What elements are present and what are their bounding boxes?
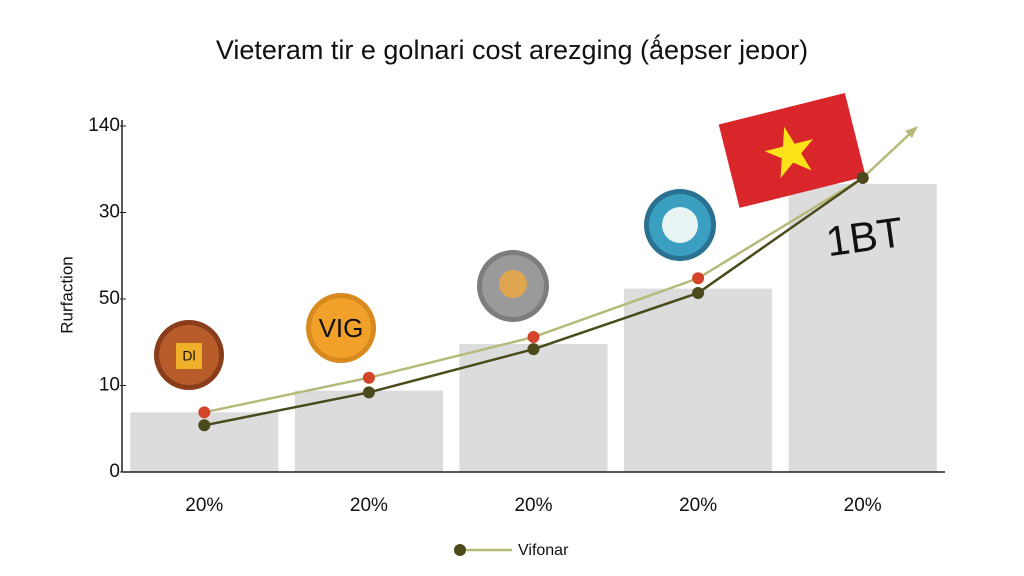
x-tick-label: 20% <box>514 495 552 516</box>
x-tick-label: 20% <box>844 495 882 516</box>
y-tick-label: 30 <box>99 202 120 223</box>
y-tick-label: 50 <box>99 288 120 309</box>
arrow-head <box>905 126 918 138</box>
flag-star <box>764 126 814 179</box>
x-tick-label: 20% <box>679 495 717 516</box>
y-tick-label: 140 <box>88 115 120 136</box>
icon-label: VIG <box>319 313 364 343</box>
icon-glyph <box>176 343 202 369</box>
bar <box>459 343 608 472</box>
icon-glyph <box>662 207 698 243</box>
bar <box>788 183 937 472</box>
legend-label: Vifonar <box>518 542 569 559</box>
point <box>362 386 375 399</box>
arrow-shaft <box>861 127 917 179</box>
point <box>527 331 540 344</box>
legend-marker <box>454 544 466 556</box>
bar <box>624 288 773 472</box>
flag <box>718 93 866 208</box>
point <box>198 406 211 419</box>
y-axis-label: Rurfaction <box>57 256 76 333</box>
bar <box>294 390 443 472</box>
y-tick-label: 0 <box>109 461 120 482</box>
point <box>692 286 705 299</box>
point <box>856 171 869 184</box>
icon-inner <box>311 298 371 358</box>
point <box>527 343 540 356</box>
point <box>198 419 211 432</box>
icon-label: Dl <box>182 348 195 364</box>
point <box>692 272 705 285</box>
chart-title: Vieteram tir e golnari cost arezging (ǻe… <box>216 33 808 65</box>
icon-glyph <box>499 270 527 298</box>
x-tick-label: 20% <box>185 495 223 516</box>
y-tick-label: 10 <box>99 375 120 396</box>
annotation: 1BT <box>823 208 906 265</box>
point <box>362 371 375 384</box>
x-tick-label: 20% <box>350 495 388 516</box>
